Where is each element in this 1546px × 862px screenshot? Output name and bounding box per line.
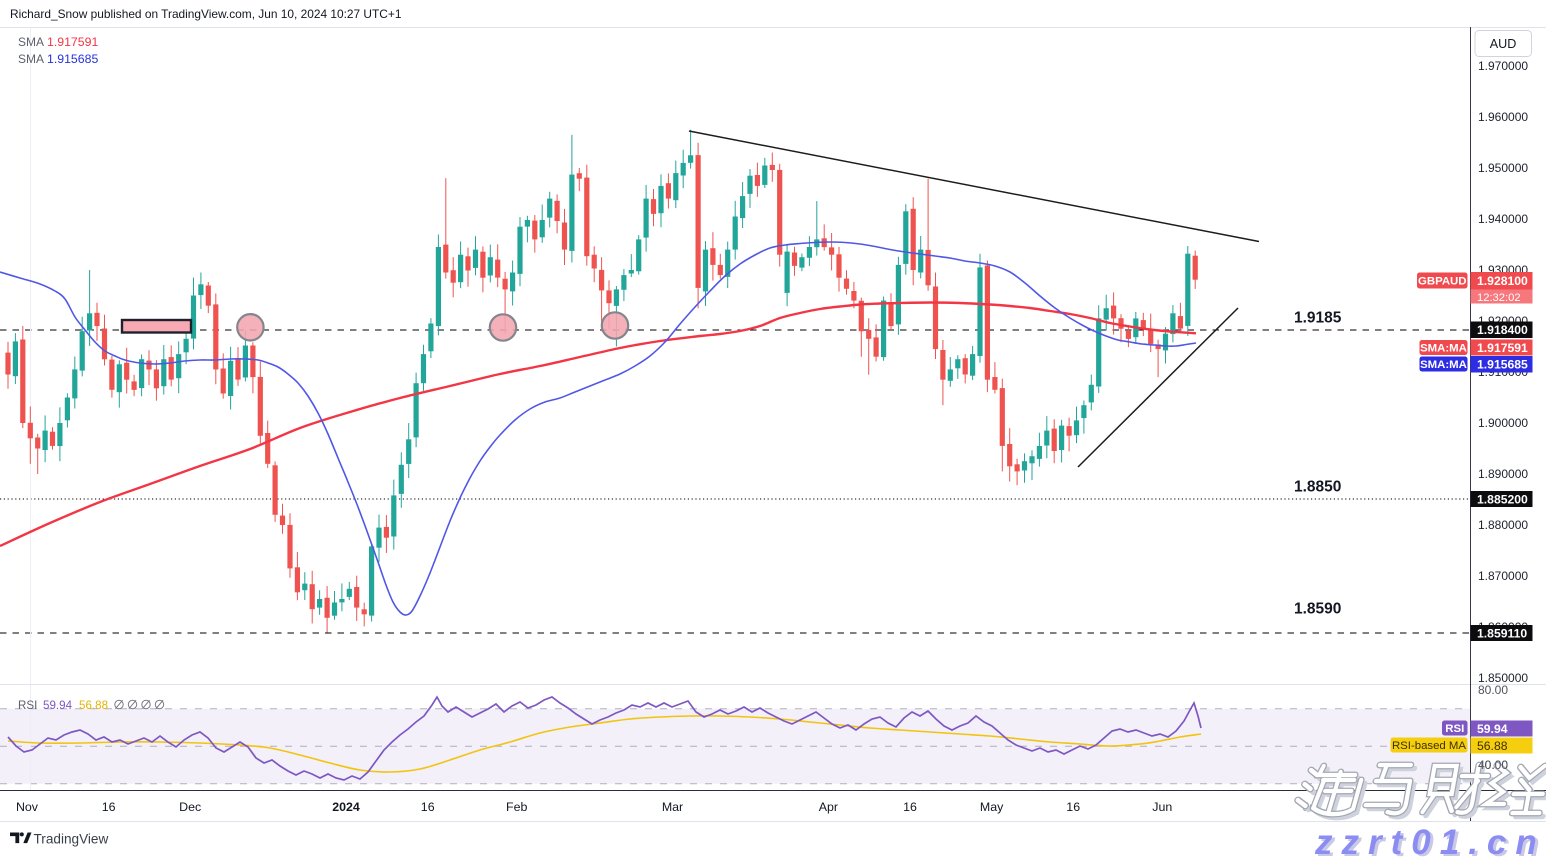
svg-text:1.915685: 1.915685: [47, 52, 98, 66]
svg-text:16: 16: [421, 800, 435, 814]
svg-text:1.885200: 1.885200: [1477, 492, 1528, 506]
svg-text:Nov: Nov: [16, 800, 39, 814]
svg-text:Richard_Snow published on Trad: Richard_Snow published on TradingView.co…: [10, 7, 402, 21]
svg-text:TradingView: TradingView: [34, 832, 109, 847]
svg-text:1.870000: 1.870000: [1478, 569, 1528, 583]
svg-text:56.88: 56.88: [79, 699, 108, 712]
svg-text:Feb: Feb: [506, 800, 527, 814]
svg-text:16: 16: [1066, 800, 1080, 814]
svg-text:1.917591: 1.917591: [47, 35, 98, 49]
svg-text:1.8850: 1.8850: [1294, 479, 1341, 496]
svg-text:Jun: Jun: [1152, 800, 1172, 814]
svg-text:59.94: 59.94: [1477, 722, 1508, 736]
svg-text:zzrt01.cn: zzrt01.cn: [1314, 823, 1546, 857]
svg-text:1.880000: 1.880000: [1478, 518, 1528, 532]
svg-text:59.94: 59.94: [43, 699, 73, 712]
svg-text:RSI: RSI: [1445, 723, 1464, 735]
svg-text:1.8590: 1.8590: [1294, 601, 1341, 618]
svg-text:1.970000: 1.970000: [1478, 59, 1528, 73]
svg-text:Dec: Dec: [179, 800, 201, 814]
svg-text:80.00: 80.00: [1478, 683, 1508, 697]
svg-text:40.00: 40.00: [1478, 758, 1508, 772]
svg-text:1.890000: 1.890000: [1478, 467, 1528, 481]
svg-text:2024: 2024: [332, 800, 360, 814]
svg-text:12:32:02: 12:32:02: [1477, 292, 1521, 304]
svg-text:RSI: RSI: [18, 699, 37, 712]
svg-text:1.915685: 1.915685: [1477, 358, 1528, 372]
svg-text:SMA: SMA: [18, 52, 44, 66]
svg-text:1.917591: 1.917591: [1477, 341, 1528, 355]
svg-text:1.850000: 1.850000: [1478, 671, 1528, 685]
svg-text:1.928100: 1.928100: [1477, 274, 1528, 288]
svg-text:May: May: [980, 800, 1004, 814]
svg-text:SMA:MA: SMA:MA: [1420, 359, 1467, 371]
svg-text:1.900000: 1.900000: [1478, 416, 1528, 430]
svg-text:1.960000: 1.960000: [1478, 110, 1528, 124]
svg-text:Mar: Mar: [662, 800, 683, 814]
svg-text:SMA:MA: SMA:MA: [1420, 343, 1467, 355]
svg-text:1.950000: 1.950000: [1478, 161, 1528, 175]
svg-text:1.918400: 1.918400: [1477, 323, 1528, 337]
svg-text:AUD: AUD: [1490, 37, 1517, 51]
svg-text:1.940000: 1.940000: [1478, 212, 1528, 226]
svg-text:Apr: Apr: [819, 800, 838, 814]
svg-text:zzrt01.cn: zzrt01.cn: [1317, 825, 1546, 857]
svg-text:16: 16: [102, 800, 116, 814]
svg-text:GBPAUD: GBPAUD: [1418, 276, 1467, 288]
svg-text:56.88: 56.88: [1477, 739, 1508, 753]
svg-text:RSI-based MA: RSI-based MA: [1392, 740, 1466, 752]
svg-text:SMA: SMA: [18, 35, 44, 49]
svg-text:1.859110: 1.859110: [1477, 626, 1527, 640]
svg-text:1.9185: 1.9185: [1294, 310, 1342, 327]
svg-text:16: 16: [903, 800, 917, 814]
